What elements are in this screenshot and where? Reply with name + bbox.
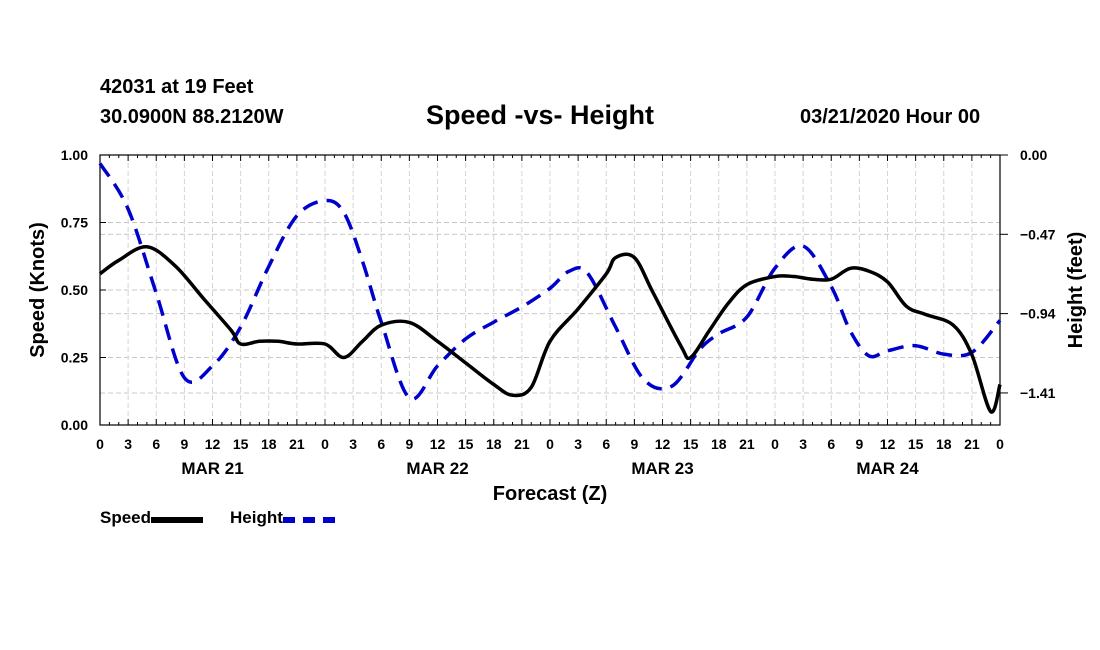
x-tick-label: 3	[574, 436, 582, 452]
x-tick-label: 15	[458, 436, 474, 452]
x-tick-label: 15	[908, 436, 924, 452]
y2-tick-label: −0.94	[1020, 306, 1056, 322]
x-tick-label: 3	[124, 436, 132, 452]
legend-speed: Speed	[100, 508, 204, 528]
x-tick-label: 21	[514, 436, 530, 452]
x-tick-label: 3	[349, 436, 357, 452]
y2-tick-label: −1.41	[1020, 385, 1056, 401]
x-tick-label: 21	[964, 436, 980, 452]
y-tick-label: 0.50	[61, 282, 88, 298]
x-tick-label: 9	[405, 436, 413, 452]
x-tick-label: 21	[739, 436, 755, 452]
x-tick-label: 21	[289, 436, 305, 452]
x-tick-label: 15	[233, 436, 249, 452]
x-tick-label: 6	[602, 436, 610, 452]
x-tick-label: 9	[630, 436, 638, 452]
x-tick-label: 12	[880, 436, 896, 452]
x-tick-label: 6	[152, 436, 160, 452]
y2-tick-label: 0.00	[1020, 147, 1047, 163]
x-tick-label: 9	[180, 436, 188, 452]
y-tick-label: 1.00	[61, 147, 88, 163]
x-tick-label: 0	[96, 436, 104, 452]
station-label: 42031 at 19 Feet	[100, 76, 254, 98]
y-tick-label: 0.25	[61, 350, 88, 366]
x-tick-label: 0	[321, 436, 329, 452]
x-axis-title: Forecast (Z)	[493, 483, 607, 505]
x-tick-label: 9	[855, 436, 863, 452]
x-tick-label: 12	[655, 436, 671, 452]
x-tick-label: 3	[799, 436, 807, 452]
legend-speed-swatch	[151, 517, 204, 523]
x-tick-label: 18	[711, 436, 727, 452]
x-tick-label: 15	[683, 436, 699, 452]
x-tick-label: 12	[205, 436, 221, 452]
date-label: MAR 24	[856, 459, 919, 478]
x-tick-label: 12	[430, 436, 446, 452]
series-line-height	[98, 162, 1002, 401]
coordinates-label: 30.0900N 88.2120W	[100, 106, 284, 128]
x-tick-label: 6	[827, 436, 835, 452]
legend-height: Height	[230, 508, 335, 528]
date-label: MAR 23	[631, 459, 693, 478]
x-tick-label: 0	[996, 436, 1004, 452]
date-label: MAR 21	[181, 459, 243, 478]
forecast-date-label: 03/21/2020 Hour 00	[800, 106, 981, 128]
y2-tick-label: −0.47	[1020, 226, 1056, 242]
x-tick-label: 6	[377, 436, 385, 452]
y2-axis-title: Height (feet)	[1065, 232, 1087, 349]
legend-height-label: Height	[230, 508, 283, 527]
y-axis-title: Speed (Knots)	[27, 222, 49, 358]
x-tick-label: 18	[936, 436, 952, 452]
y-tick-label: 0.75	[61, 215, 88, 231]
series-line-speed	[98, 245, 1002, 414]
legend-height-swatch	[282, 517, 335, 523]
date-label: MAR 22	[406, 459, 468, 478]
x-tick-label: 0	[771, 436, 779, 452]
x-tick-label: 18	[261, 436, 277, 452]
x-tick-label: 18	[486, 436, 502, 452]
chart-title: Speed -vs- Height	[426, 100, 655, 130]
legend-speed-label: Speed	[100, 508, 152, 527]
y-tick-label: 0.00	[61, 417, 88, 433]
x-tick-label: 0	[546, 436, 554, 452]
